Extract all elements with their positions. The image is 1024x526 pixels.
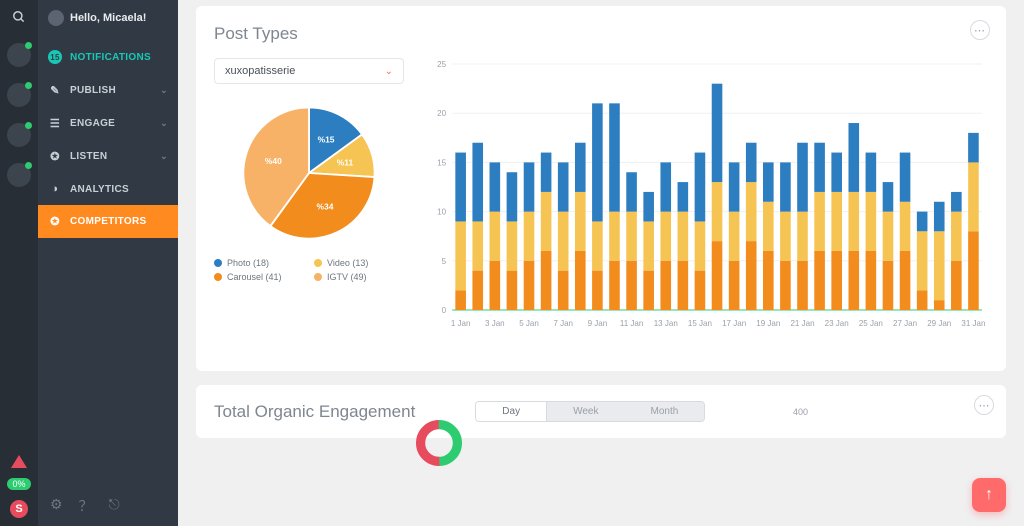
main: ⋯ Post Types xuxopatisserie ⌄ %15 %11 %34%…	[178, 0, 1024, 526]
svg-text:29 Jan: 29 Jan	[927, 319, 951, 328]
svg-text:1 Jan: 1 Jan	[451, 319, 471, 328]
sidebar: Hello, Micaela! 15 NOTIFICATIONS ✎ PUBLI…	[38, 0, 178, 526]
svg-text:21 Jan: 21 Jan	[790, 319, 814, 328]
greeting: Hello, Micaela!	[38, 0, 178, 40]
chevron-down-icon: ⌄	[160, 118, 168, 129]
nav-label: LISTEN	[70, 151, 107, 162]
pie-legend: Photo (18) Video (13) Carousel (41) IGTV (4…	[214, 258, 404, 282]
tab-day[interactable]: Day	[476, 402, 547, 421]
svg-text:%40: %40	[265, 156, 282, 166]
engagement-donut	[416, 420, 462, 466]
publish-icon: ✎	[48, 84, 62, 97]
svg-text:15 Jan: 15 Jan	[688, 319, 712, 328]
chevron-down-icon: ⌄	[160, 85, 168, 96]
svg-text:13 Jan: 13 Jan	[654, 319, 678, 328]
legend-item: Photo (18)	[214, 258, 304, 268]
rail-avatar-1[interactable]	[7, 43, 31, 67]
svg-text:5 Jan: 5 Jan	[519, 319, 539, 328]
post-types-bar-chart: 0 5 10 15 20 25 1 Jan 3 Jan 5 Jan 7 Jan 9 Jan 11 Ja…	[426, 58, 988, 338]
notifications-badge: 15	[48, 50, 62, 64]
nav: 15 NOTIFICATIONS ✎ PUBLISH ⌄ ☰ ENGAGE ⌄ …	[38, 40, 178, 486]
avatar	[48, 10, 64, 26]
svg-text:27 Jan: 27 Jan	[893, 319, 917, 328]
tab-week[interactable]: Week	[547, 402, 624, 421]
nav-analytics[interactable]: ◑ ANALYTICS	[38, 173, 178, 205]
svg-text:17 Jan: 17 Jan	[722, 319, 746, 328]
nav-engage[interactable]: ☰ ENGAGE ⌄	[38, 107, 178, 140]
nav-label: NOTIFICATIONS	[70, 52, 151, 63]
usage-pill: 0%	[7, 478, 30, 490]
nav-listen[interactable]: ✪ LISTEN ⌄	[38, 140, 178, 173]
brand-s-icon[interactable]: S	[10, 500, 28, 518]
card-more-button[interactable]: ⋯	[970, 20, 990, 40]
account-select[interactable]: xuxopatisserie ⌄	[214, 58, 404, 84]
nav-notifications[interactable]: 15 NOTIFICATIONS	[38, 40, 178, 74]
rail-avatar-3[interactable]	[7, 123, 31, 147]
svg-text:5: 5	[442, 257, 447, 266]
legend-item: Video (13)	[314, 258, 404, 268]
svg-text:25 Jan: 25 Jan	[859, 319, 883, 328]
engagement-card: Total Organic Engagement Day Week Month …	[196, 385, 1006, 438]
card-more-button[interactable]: ⋯	[974, 395, 994, 415]
chevron-down-icon: ⌄	[385, 66, 393, 77]
rail-avatar-2[interactable]	[7, 83, 31, 107]
tab-month[interactable]: Month	[624, 402, 704, 421]
card-title: Total Organic Engagement	[214, 402, 415, 422]
legend-item: Carousel (41)	[214, 272, 304, 282]
scroll-top-button[interactable]: ↑	[972, 478, 1006, 512]
svg-text:11 Jan: 11 Jan	[620, 319, 643, 328]
nav-label: ENGAGE	[70, 118, 115, 129]
selected-account: xuxopatisserie	[225, 65, 295, 77]
svg-text:25: 25	[437, 60, 446, 69]
post-types-card: ⋯ Post Types xuxopatisserie ⌄ %15 %11 %34%…	[196, 6, 1006, 371]
legend-item: IGTV (49)	[314, 272, 404, 282]
app-rail: 0% S	[0, 0, 38, 526]
svg-text:0: 0	[442, 306, 447, 315]
post-types-pie: %15 %11 %34 %40	[234, 98, 384, 248]
svg-text:19 Jan: 19 Jan	[756, 319, 780, 328]
sidebar-footer: ⚙ ？ ⎋	[38, 486, 178, 526]
logout-icon[interactable]: ⎋	[109, 496, 120, 516]
search-icon[interactable]	[12, 10, 26, 27]
svg-text:3 Jan: 3 Jan	[485, 319, 505, 328]
nav-label: COMPETITORS	[70, 216, 146, 227]
svg-text:7 Jan: 7 Jan	[553, 319, 573, 328]
analytics-icon: ◑	[48, 183, 62, 195]
greeting-text: Hello, Micaela!	[70, 12, 146, 24]
nav-label: ANALYTICS	[70, 184, 129, 195]
svg-text:10: 10	[437, 208, 446, 217]
help-icon[interactable]: ？	[79, 496, 93, 516]
svg-text:15: 15	[437, 158, 446, 167]
svg-text:31 Jan: 31 Jan	[961, 319, 985, 328]
range-tabs: Day Week Month	[475, 401, 705, 422]
engage-icon: ☰	[48, 117, 62, 130]
listen-icon: ✪	[48, 150, 62, 163]
svg-text:23 Jan: 23 Jan	[825, 319, 849, 328]
competitors-icon: ✪	[48, 215, 62, 228]
svg-text:9 Jan: 9 Jan	[588, 319, 608, 328]
nav-competitors[interactable]: ✪ COMPETITORS	[38, 205, 178, 238]
y-axis-label: 400	[793, 407, 988, 417]
nav-publish[interactable]: ✎ PUBLISH ⌄	[38, 74, 178, 107]
svg-text:%34: %34	[317, 202, 334, 212]
alert-icon[interactable]	[11, 455, 27, 468]
rail-avatar-4[interactable]	[7, 163, 31, 187]
chevron-down-icon: ⌄	[160, 151, 168, 162]
card-title: Post Types	[214, 24, 988, 44]
svg-text:20: 20	[437, 109, 446, 118]
settings-icon[interactable]: ⚙	[50, 496, 63, 516]
nav-label: PUBLISH	[70, 85, 116, 96]
svg-text:%11: %11	[337, 157, 354, 167]
svg-text:%15: %15	[318, 134, 335, 144]
